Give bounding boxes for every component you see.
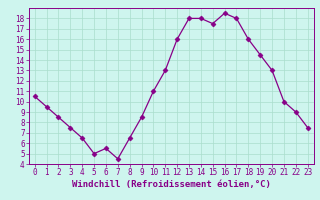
X-axis label: Windchill (Refroidissement éolien,°C): Windchill (Refroidissement éolien,°C)	[72, 180, 271, 189]
